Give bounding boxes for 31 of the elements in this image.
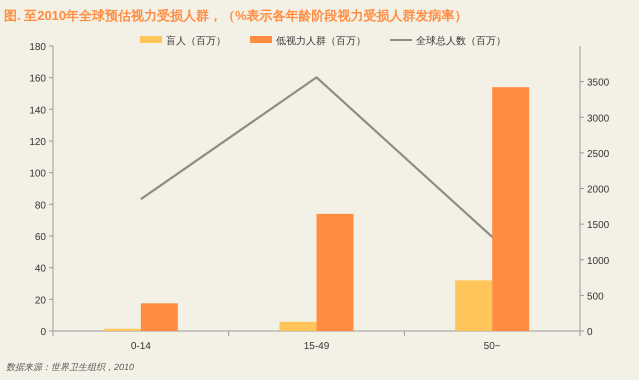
chart-title: 图. 至2010年全球预估视力受损人群，（%表示各年龄阶段视力受损人群发病率）: [4, 8, 468, 23]
y2-tick-label: 2000: [587, 184, 610, 196]
y-tick-label: 120: [29, 137, 46, 148]
y-tick-label: 180: [29, 42, 46, 53]
legend-label: 低视力人群（百万）: [276, 35, 366, 47]
y2-tick-label: 500: [587, 291, 604, 302]
bar: [492, 87, 530, 331]
x-tick-label: 15-49: [304, 341, 330, 352]
y2-tick-label: 1000: [587, 256, 610, 267]
x-tick-label: 50~: [484, 341, 501, 352]
y-tick-label: 100: [29, 168, 46, 180]
y2-tick-label: 3500: [587, 78, 610, 89]
y-tick-label: 20: [34, 295, 46, 306]
legend-label: 全球总人数（百万）: [416, 35, 506, 47]
bar: [280, 322, 316, 331]
bar: [455, 280, 492, 331]
y2-tick-label: 3000: [587, 113, 610, 124]
y2-tick-label: 1500: [587, 220, 610, 232]
x-tick-label: 0-14: [130, 341, 152, 352]
y-tick-label: 40: [34, 264, 46, 275]
y2-tick-label: 0: [587, 327, 593, 338]
y-tick-label: 80: [34, 200, 46, 212]
y-tick-label: 60: [34, 232, 46, 243]
legend-label: 盲人（百万）: [166, 35, 226, 47]
y-tick-label: 0: [40, 327, 46, 338]
y2-tick-label: 2500: [587, 148, 610, 160]
bar: [316, 214, 354, 331]
bar: [140, 303, 178, 331]
source-note: 数据来源：世界卫生组织，2010: [6, 362, 134, 372]
y-tick-label: 140: [29, 105, 46, 116]
y-tick-label: 160: [29, 74, 46, 85]
